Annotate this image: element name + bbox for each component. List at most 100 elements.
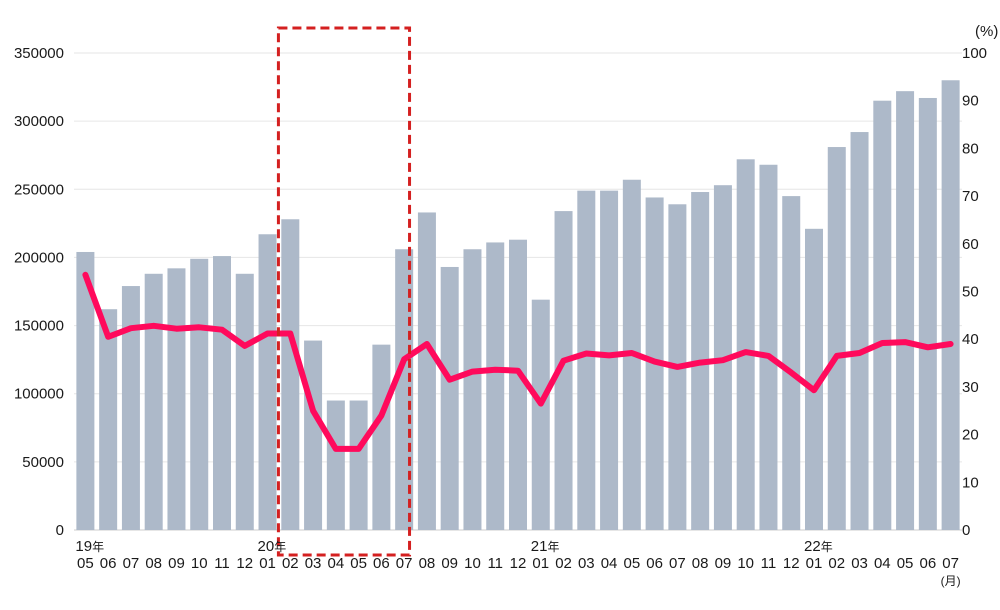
x-year-number: 19 [75,538,92,555]
line-point-34 [857,350,863,356]
bar-15 [417,212,436,530]
x-year-number: 20 [258,538,275,555]
line-point-31 [788,370,794,376]
line-point-3 [151,323,157,329]
x-year-label-19: 19年 [75,538,104,555]
x-month-label-36: 05 [897,555,914,572]
line-point-2 [128,325,134,331]
bar-33 [827,147,846,530]
line-point-22 [583,351,589,357]
line-point-36 [902,339,908,345]
y-right-tick-10: 10 [962,474,979,491]
y-left-tick-150000: 150000 [14,318,64,335]
x-month-label-17: 10 [464,555,481,572]
y-right-tick-70: 70 [962,188,979,205]
bar-35 [873,100,892,530]
bar-30 [759,164,778,531]
x-month-label-0: 05 [77,555,94,572]
y-left-tick-0: 0 [56,522,64,539]
x-month-label-8: 01 [259,555,276,572]
x-month-label-14: 07 [396,555,413,572]
x-year-number: 21 [531,538,548,555]
x-month-label-4: 09 [168,555,185,572]
line-point-7 [242,343,248,349]
bar-17 [463,249,482,530]
bar-5 [190,258,209,530]
x-month-label-28: 09 [715,555,732,572]
line-point-6 [219,327,225,333]
line-point-11 [333,446,339,452]
y-right-tick-50: 50 [962,284,979,301]
x-year-label-22: 22年 [804,538,833,555]
x-month-label-30: 11 [761,555,777,572]
x-month-label-12: 05 [350,555,367,572]
y-left-tick-300000: 300000 [14,113,64,130]
bar-0 [76,251,95,530]
bar-22 [577,190,596,531]
bar-34 [850,132,869,530]
x-month-label-11: 04 [328,555,345,572]
right-y-axis: 0 10 20 30 40 50 60 70 80 90 100 (%) [962,23,998,539]
x-month-label-35: 04 [874,555,891,572]
bar-10 [304,340,323,530]
y-right-tick-30: 30 [962,379,979,396]
x-month-label-26: 07 [669,555,686,572]
y-left-tick-200000: 200000 [14,249,64,266]
line-point-32 [811,387,817,393]
line-point-24 [629,350,635,356]
line-point-13 [378,413,384,419]
y-right-unit-label: (%) [975,23,998,40]
line-point-35 [879,340,885,346]
line-point-23 [606,352,612,358]
highlight-layer [276,26,412,557]
x-month-label-19: 12 [510,555,527,572]
bar-36 [896,91,915,530]
line-point-30 [765,353,771,359]
y-left-tick-50000: 50000 [22,454,64,471]
x-month-label-38: 07 [942,555,959,572]
bar-1 [99,309,118,530]
x-month-label-6: 11 [214,555,230,572]
y-right-tick-40: 40 [962,331,979,348]
line-point-16 [447,377,453,383]
line-point-21 [561,358,567,364]
line-point-14 [401,356,407,362]
bar-19 [509,239,527,530]
line-point-1 [105,334,111,340]
x-month-label-10: 03 [305,555,322,572]
x-month-label-1: 06 [100,555,117,572]
bar-6 [213,256,231,530]
x-month-label-9: 02 [282,555,299,572]
x-year-suffix: 年 [547,540,559,554]
bar-23 [600,190,619,531]
line-point-38 [948,341,954,347]
x-month-label-18: 11 [487,555,503,572]
x-month-label-37: 06 [920,555,937,572]
x-month-label-22: 03 [578,555,595,572]
x-month-label-3: 08 [145,555,162,572]
y-left-tick-350000: 350000 [14,45,64,62]
bar-3 [144,273,163,530]
x-month-label-24: 05 [624,555,641,572]
y-left-tick-100000: 100000 [14,386,64,403]
x-year-suffix: 年 [274,540,286,554]
x-month-label-15: 08 [419,555,436,572]
x-year-suffix: 年 [821,540,833,554]
bar-18 [486,242,505,531]
bar-9 [281,219,300,531]
line-point-18 [492,367,498,373]
y-right-tick-20: 20 [962,427,979,444]
bar-21 [554,211,573,530]
line-point-5 [196,324,202,330]
x-year-number: 22 [804,538,821,555]
line-point-0 [82,272,88,278]
x-month-label-16: 09 [441,555,458,572]
bar-series [76,80,960,531]
x-year-suffix: 年 [92,540,104,554]
bar-11 [326,400,345,530]
x-month-label-29: 10 [737,555,754,572]
x-month-label-13: 06 [373,555,390,572]
x-month-label-20: 01 [532,555,549,572]
